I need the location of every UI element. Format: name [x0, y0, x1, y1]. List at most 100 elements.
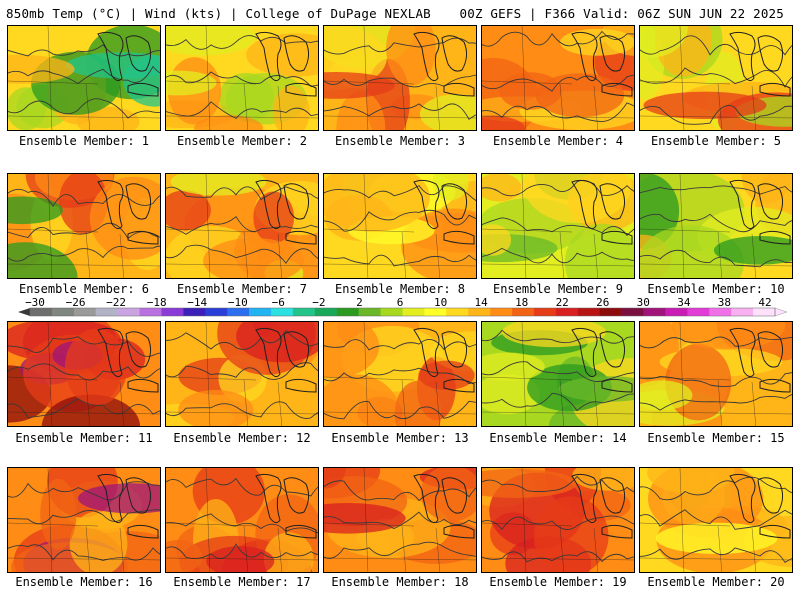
colorbar-segment: [380, 308, 403, 316]
state-borders: [166, 26, 318, 130]
ensemble-member-map: [165, 467, 319, 573]
ensemble-member-map: [323, 25, 477, 131]
ensemble-member-map: [481, 467, 635, 573]
isotherm-contour: [324, 185, 476, 202]
state-borders: [640, 26, 792, 130]
isotherm-contour: [8, 544, 160, 561]
ensemble-member-label: Ensemble Member: 8: [334, 282, 466, 296]
colorbar-tick-label: −14: [187, 296, 208, 309]
isotherm-contour: [8, 336, 160, 357]
great-lakes-outline: [729, 31, 791, 97]
temperature-field: [324, 174, 476, 278]
colorbar-segment: [139, 308, 162, 316]
colorbar-segment: [205, 308, 228, 316]
ensemble-member-map: [481, 173, 635, 279]
isotherm-contour: [8, 245, 160, 262]
isotherm-contour: [324, 511, 476, 530]
colorbar-segment: [314, 308, 338, 316]
colorbar-tick-label: −30: [25, 296, 45, 309]
isotherm-contour: [640, 509, 792, 530]
isotherm-contour: [640, 394, 792, 411]
isotherm-contour: [324, 103, 476, 120]
colorbar-segment: [555, 308, 579, 316]
ensemble-member-label: Ensemble Member: 17: [173, 575, 311, 589]
colorbar-low-arrow: [18, 308, 30, 316]
colorbar-segment: [424, 308, 447, 316]
colorbar-segment: [490, 308, 513, 316]
state-borders: [640, 322, 792, 426]
isotherm-contour: [482, 361, 634, 382]
ensemble-member-label: Ensemble Member: 16: [15, 575, 153, 589]
great-lakes-outline: [255, 31, 317, 97]
isotherm-contour: [166, 329, 318, 350]
isotherm-contour: [166, 543, 318, 559]
colorbar-segment: [731, 308, 754, 316]
ensemble-member-map: [481, 25, 635, 131]
state-borders: [324, 322, 476, 426]
ensemble-member-label: Ensemble Member: 9: [492, 282, 624, 296]
ensemble-member-map: [165, 173, 319, 279]
temperature-field: [482, 26, 634, 130]
ensemble-member-map: [165, 25, 319, 131]
colorbar-graphic: [18, 307, 788, 317]
isotherm-contour: [324, 367, 476, 385]
isotherm-contour: [166, 216, 318, 235]
isotherm-contour: [482, 247, 634, 264]
colorbar-segment: [358, 308, 381, 316]
temperature-field: [482, 322, 634, 426]
ensemble-member-map: [7, 25, 161, 131]
state-borders: [8, 26, 160, 130]
isotherm-contour: [482, 329, 634, 344]
ensemble-member-map: [323, 467, 477, 573]
great-lakes-outline: [255, 179, 317, 245]
great-lakes-outline: [413, 327, 475, 393]
isotherm-contour: [324, 400, 476, 420]
state-borders: [8, 322, 160, 426]
colorbar-tick-label: −6: [271, 296, 285, 309]
isotherm-contour: [482, 102, 634, 123]
state-borders: [324, 26, 476, 130]
ensemble-member-map: [639, 25, 793, 131]
state-borders: [324, 468, 476, 572]
isotherm-contour: [482, 551, 634, 563]
colorbar-tick-label: 30: [636, 296, 650, 309]
colorbar-segment: [643, 308, 666, 316]
isotherm-contour: [324, 338, 476, 351]
temperature-field: [640, 174, 792, 278]
great-lakes-outline: [413, 473, 475, 539]
isotherm-contour: [324, 74, 476, 88]
temperature-field: [324, 322, 476, 426]
ensemble-member-label: Ensemble Member: 10: [647, 282, 785, 296]
colorbar-segment: [665, 308, 688, 316]
isotherm-contour: [324, 254, 476, 267]
colorbar-segment: [577, 308, 600, 316]
temperature-field: [166, 468, 318, 572]
colorbar-tick-label: 22: [555, 296, 569, 309]
great-lakes-outline: [97, 473, 159, 539]
isotherm-contour: [8, 98, 160, 119]
ensemble-member-map: [639, 467, 793, 573]
colorbar-segment: [446, 308, 469, 316]
isotherm-contour: [8, 509, 160, 525]
ensemble-member-map: [323, 173, 477, 279]
colorbar-segment: [599, 308, 622, 316]
chart-title: 850mb Temp (°C) | Wind (kts) | College o…: [6, 6, 431, 21]
isotherm-contour: [8, 398, 160, 419]
colorbar-segment: [753, 308, 776, 316]
temperature-colorbar: −30 −26 −22 −18 −14 −10 −6 −2 2 6 10 14 18 22 26 30 34 38…: [0, 296, 800, 320]
isotherm-contour: [324, 209, 476, 232]
isotherm-contour: [640, 249, 792, 268]
state-borders: [482, 174, 634, 278]
state-borders: [8, 174, 160, 278]
state-borders: [8, 468, 160, 572]
isotherm-contour: [640, 213, 792, 233]
colorbar-segment: [30, 308, 53, 316]
great-lakes-outline: [255, 327, 317, 393]
state-borders: [640, 174, 792, 278]
isotherm-contour: [482, 392, 634, 412]
temperature-field: [482, 174, 634, 278]
isotherm-contour: [482, 179, 634, 197]
great-lakes-outline: [255, 473, 317, 539]
state-borders: [482, 26, 634, 130]
great-lakes-outline: [97, 327, 159, 393]
